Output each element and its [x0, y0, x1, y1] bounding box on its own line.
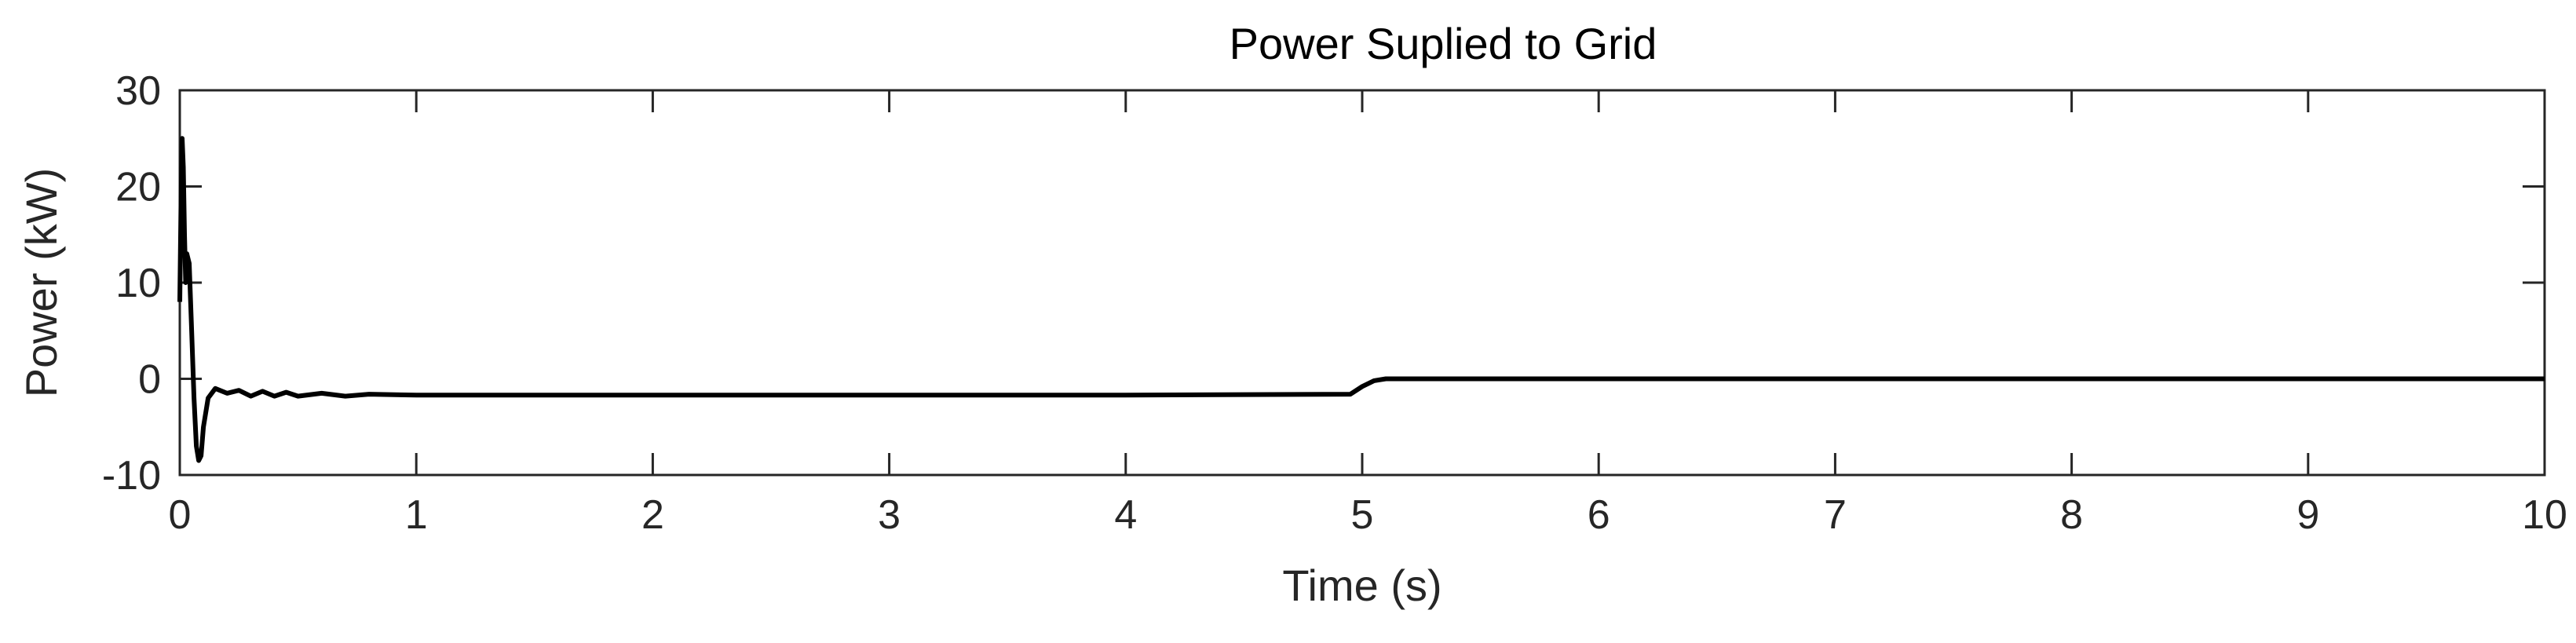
x-tick-label: 7	[1824, 492, 1847, 538]
chart-title: Power Suplied to Grid	[1230, 19, 1657, 68]
series-line	[177, 136, 2545, 463]
y-tick-label: 0	[138, 357, 161, 403]
x-tick-label: 1	[405, 492, 428, 538]
y-tick-label: -10	[102, 453, 161, 499]
y-tick-label: 30	[115, 68, 161, 114]
x-tick-label: 9	[2296, 492, 2319, 538]
x-tick-labels: 0 1 2 3 4 5 6 7 8 9 10	[169, 492, 2567, 538]
y-tick-label: 10	[115, 261, 161, 306]
x-tick-label: 5	[1351, 492, 1374, 538]
x-tick-label: 0	[169, 492, 192, 538]
x-tick-label: 3	[878, 492, 901, 538]
plot-area	[177, 89, 2546, 477]
y-axis-label: Power (kW)	[16, 168, 66, 397]
y-tick-label: 20	[115, 165, 161, 210]
x-tick-label: 4	[1114, 492, 1137, 538]
y-tick-labels: -10 0 10 20 30	[102, 68, 161, 499]
axes-box	[178, 89, 2546, 477]
x-tick-label: 8	[2060, 492, 2083, 538]
x-tick-label: 10	[2522, 492, 2567, 538]
data-layer	[177, 136, 2545, 463]
x-tick-label: 2	[641, 492, 664, 538]
tick-marks	[178, 89, 2546, 477]
x-axis-label: Time (s)	[1282, 561, 1441, 610]
x-tick-label: 6	[1588, 492, 1610, 538]
